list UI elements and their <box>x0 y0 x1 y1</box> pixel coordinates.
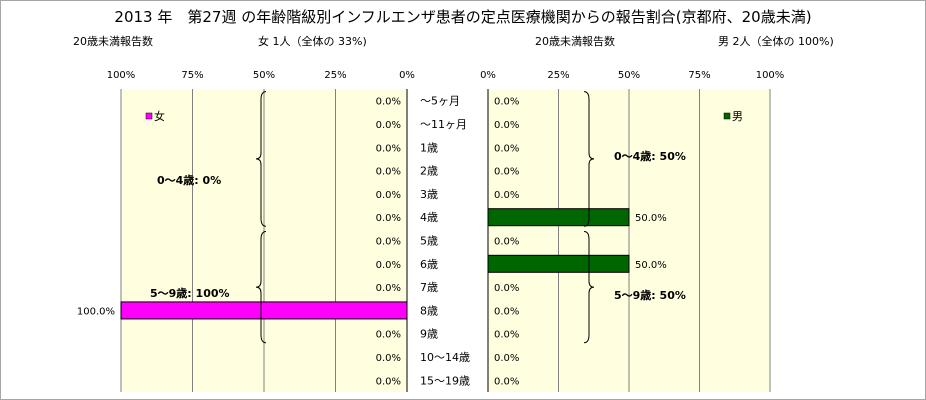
left-brace-0-4 <box>255 91 267 227</box>
chart-title: 2013 年 第27週 の年齢階級別インフルエンザ患者の定点医療機関からの報告割… <box>114 8 812 26</box>
right-count-label: 20歳未満報告数 <box>535 35 615 48</box>
right-group-label-0-4: 0～4歳: 50% <box>614 149 686 163</box>
male-legend-swatch <box>723 112 731 120</box>
age-category-label: 4歳 <box>420 211 438 224</box>
right-group-label-5-9: 5～9歳: 50% <box>614 288 686 302</box>
female-value-label: 0.0% <box>376 260 401 271</box>
female-bar <box>120 301 408 320</box>
right-tick-label: 0% <box>480 70 496 81</box>
female-legend-label: 女 <box>154 109 165 123</box>
age-category-label: 1歳 <box>420 141 438 154</box>
male-value-label: 0.0% <box>494 120 519 131</box>
female-value-label: 0.0% <box>376 213 401 224</box>
female-value-label: 0.0% <box>376 353 401 364</box>
left-group-label-0-4: 0～4歳: 0% <box>157 173 221 187</box>
age-category-label: 9歳 <box>420 328 438 341</box>
left-tick-label: 25% <box>324 70 346 81</box>
male-bar <box>487 254 630 273</box>
age-category-label: 8歳 <box>420 304 438 317</box>
male-value-label: 0.0% <box>494 143 519 154</box>
right-brace-0-4 <box>583 91 595 227</box>
right-brace-5-9 <box>583 231 595 344</box>
age-category-label: 15～19歳 <box>420 374 470 387</box>
male-bar <box>487 208 630 227</box>
male-legend-label: 男 <box>732 110 743 123</box>
age-category-label: ～5ヶ月 <box>420 95 460 108</box>
right-count-summary: 男 2人（全体の 100%) <box>718 35 834 48</box>
age-category-label: 2歳 <box>420 165 438 178</box>
male-value-label: 0.0% <box>494 167 519 178</box>
female-value-label: 0.0% <box>376 97 401 108</box>
age-category-label: ～11ヶ月 <box>420 118 467 131</box>
right-tick-label: 25% <box>547 70 569 81</box>
female-legend-swatch <box>145 112 153 120</box>
left-tick-label: 0% <box>399 70 415 81</box>
left-tick-label: 75% <box>181 70 203 81</box>
female-value-label: 0.0% <box>376 330 401 341</box>
left-tick-label: 100% <box>107 70 136 81</box>
female-value-label: 0.0% <box>376 143 401 154</box>
right-tick-label: 100% <box>756 70 785 81</box>
age-category-label: 6歳 <box>420 258 438 271</box>
female-value-label: 0.0% <box>376 190 401 201</box>
male-value-label: 0.0% <box>494 237 519 248</box>
male-value-label: 50.0% <box>635 260 667 271</box>
female-value-label: 0.0% <box>376 376 401 387</box>
male-value-label: 0.0% <box>494 306 519 317</box>
male-value-label: 50.0% <box>635 213 667 224</box>
female-value-label: 0.0% <box>376 120 401 131</box>
left-tick-label: 50% <box>253 70 275 81</box>
male-value-label: 0.0% <box>494 283 519 294</box>
male-value-label: 0.0% <box>494 353 519 364</box>
female-value-label: 0.0% <box>376 167 401 178</box>
right-tick-label: 50% <box>618 70 640 81</box>
age-category-label: 3歳 <box>420 188 438 201</box>
male-value-label: 0.0% <box>494 190 519 201</box>
male-value-label: 0.0% <box>494 330 519 341</box>
left-group-label-5-9: 5～9歳: 100% <box>150 286 230 300</box>
right-tick-label: 75% <box>688 70 710 81</box>
age-category-label: 7歳 <box>420 281 438 294</box>
left-count-summary: 女 1人（全体の 33%) <box>258 35 367 48</box>
left-count-label: 20歳未満報告数 <box>73 35 153 48</box>
male-value-label: 0.0% <box>494 376 519 387</box>
age-category-label: 10～14歳 <box>420 351 470 364</box>
female-value-label: 0.0% <box>376 237 401 248</box>
left-brace-5-9 <box>255 231 267 344</box>
male-value-label: 0.0% <box>494 97 519 108</box>
female-value-label: 100.0% <box>77 306 115 317</box>
female-value-label: 0.0% <box>376 283 401 294</box>
age-category-label: 5歳 <box>420 235 438 248</box>
